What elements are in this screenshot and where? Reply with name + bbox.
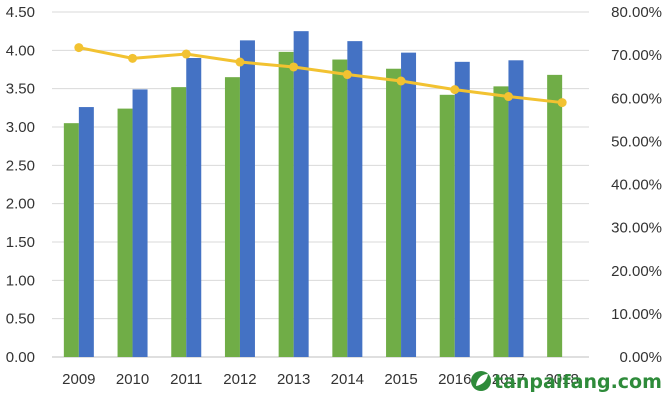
line-point xyxy=(289,62,299,72)
series-blue-bars xyxy=(78,31,524,358)
bar xyxy=(454,61,470,357)
bar xyxy=(171,87,187,357)
y-tick-label: 0.50 xyxy=(6,311,35,328)
bar xyxy=(78,107,94,357)
line-point xyxy=(342,70,352,80)
bar xyxy=(332,59,348,358)
line-point xyxy=(396,76,406,86)
line-point xyxy=(74,43,84,53)
x-tick-label: 2013 xyxy=(277,371,310,388)
bar xyxy=(132,89,148,357)
bar xyxy=(401,52,417,358)
y-tick-label: 1.00 xyxy=(6,272,35,289)
x-tick-label: 2009 xyxy=(62,371,95,388)
y-tick-label: 0.00 xyxy=(6,349,35,366)
bar xyxy=(117,108,133,357)
bar xyxy=(547,74,563,357)
y2-tick-label: 60.00% xyxy=(611,90,662,107)
watermark: tanpaifang.com xyxy=(471,371,662,393)
left-axis-ticks: 0.00 0.50 1.00 1.50 2.00 2.50 3.00 3.50 4.00 4.50 xyxy=(6,4,35,366)
x-tick-label: 2015 xyxy=(384,371,417,388)
y2-tick-label: 40.00% xyxy=(611,177,662,194)
bar xyxy=(493,86,509,357)
y-tick-label: 4.50 xyxy=(6,4,35,21)
line-point xyxy=(128,53,138,63)
x-tick-label: 2010 xyxy=(116,371,149,388)
y2-tick-label: 20.00% xyxy=(611,263,662,280)
series-line xyxy=(78,46,563,105)
y-tick-label: 2.50 xyxy=(6,157,35,174)
series-yellow-line xyxy=(74,43,567,108)
x-tick-label: 2011 xyxy=(170,371,202,388)
y-tick-label: 4.00 xyxy=(6,42,35,59)
bar xyxy=(278,51,294,357)
bar xyxy=(224,77,240,358)
y2-tick-label: 70.00% xyxy=(611,47,662,64)
x-tick-label: 2016 xyxy=(438,371,471,388)
bar xyxy=(186,58,202,357)
bar xyxy=(508,60,524,358)
right-axis-ticks: 0.00% 10.00% 20.00% 30.00% 40.00% 50.00% 60.00… xyxy=(611,4,662,366)
bar xyxy=(439,94,455,358)
y-tick-label: 3.50 xyxy=(6,81,35,98)
bar xyxy=(63,123,79,358)
leaf-logo-icon xyxy=(471,371,491,391)
y2-tick-label: 50.00% xyxy=(611,133,662,150)
bar xyxy=(293,31,309,358)
x-tick-label: 2018 xyxy=(545,371,578,388)
y-tick-label: 1.50 xyxy=(6,234,35,251)
y2-tick-label: 10.00% xyxy=(611,306,662,323)
line-point xyxy=(181,49,191,59)
line-point xyxy=(235,57,245,67)
y-tick-label: 2.00 xyxy=(6,196,35,213)
y2-tick-label: 80.00% xyxy=(611,4,662,21)
line-point xyxy=(557,98,567,108)
x-axis-ticks: 2009 2010 2011 2012 2013 2014 2015 2016 2017 2018 xyxy=(62,371,579,388)
x-tick-label: 2012 xyxy=(223,371,256,388)
bar xyxy=(386,68,402,357)
bar xyxy=(347,41,363,358)
bar xyxy=(239,40,255,357)
series-green-bars xyxy=(63,51,563,358)
y-tick-label: 3.00 xyxy=(6,119,35,136)
y2-tick-label: 30.00% xyxy=(611,220,662,237)
line-point xyxy=(450,85,460,95)
x-tick-label: 2017 xyxy=(492,371,525,388)
watermark-text: tanpaifang.com xyxy=(494,371,662,393)
y2-tick-label: 0.00% xyxy=(619,349,662,366)
line-point xyxy=(503,92,513,102)
x-tick-label: 2014 xyxy=(331,371,364,388)
